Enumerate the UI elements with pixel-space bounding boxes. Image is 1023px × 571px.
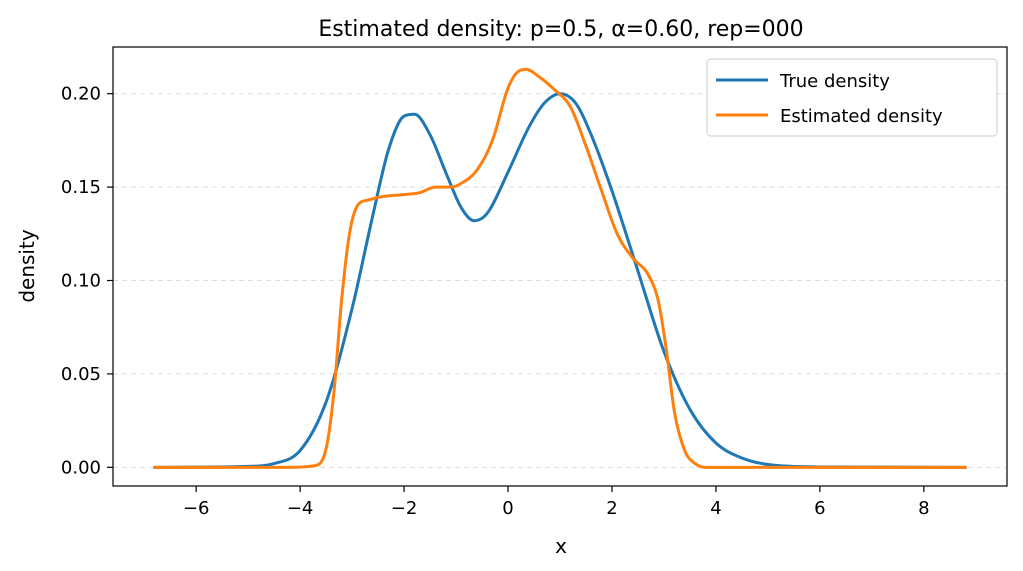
- x-tick-label-7: 8: [918, 498, 929, 519]
- x-tick-label-0: −6: [183, 498, 210, 519]
- x-tick-label-5: 4: [710, 498, 721, 519]
- legend: True density Estimated density: [706, 58, 998, 137]
- y-axis-ticks: 0.00 0.05 0.10 0.15 0.20: [61, 84, 113, 478]
- y-tick-label-3: 0.15: [61, 177, 101, 198]
- y-tick-label-2: 0.10: [61, 271, 101, 292]
- x-tick-label-3: 0: [502, 498, 513, 519]
- x-axis-label: x: [555, 534, 567, 558]
- x-tick-label-6: 6: [814, 498, 825, 519]
- series-line-true-density: [153, 92, 967, 469]
- series-line-estimated-density: [153, 67, 967, 469]
- x-tick-label-2: −2: [391, 498, 418, 519]
- x-tick-label-4: 2: [606, 498, 617, 519]
- x-axis-ticks: −6 −4 −2 0 2 4 6 8: [183, 486, 930, 519]
- y-tick-label-1: 0.05: [61, 364, 101, 385]
- legend-label-estimated-density: Estimated density: [780, 106, 943, 127]
- y-tick-label-0: 0.00: [61, 457, 101, 478]
- legend-box: [706, 58, 998, 137]
- plot-frame: [112, 46, 1008, 487]
- y-gridlines: [113, 93, 1007, 468]
- x-tick-label-1: −4: [287, 498, 314, 519]
- legend-label-true-density: True density: [779, 71, 890, 92]
- y-tick-label-4: 0.20: [61, 84, 101, 105]
- chart-title: Estimated density: p=0.5, α=0.60, rep=00…: [318, 17, 803, 42]
- series-lines: [153, 67, 967, 469]
- y-axis-label: density: [15, 229, 39, 302]
